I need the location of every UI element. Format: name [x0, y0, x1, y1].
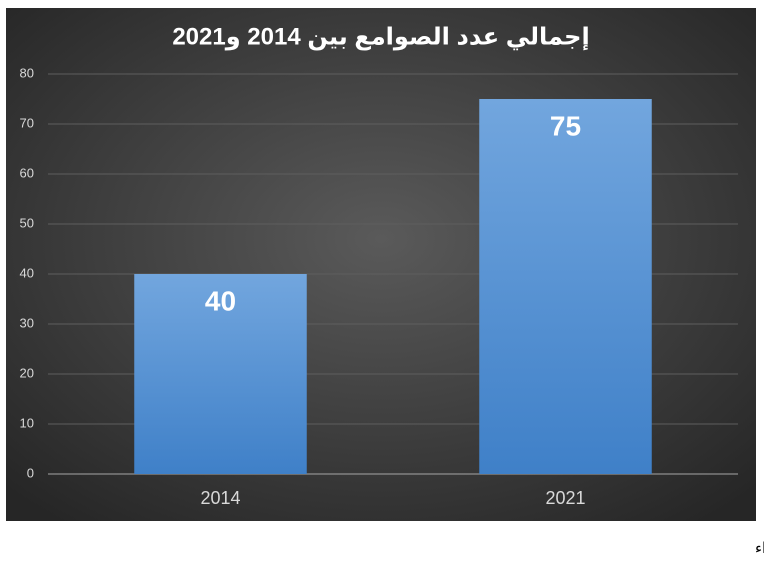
y-tick-label: 60 [20, 165, 34, 180]
x-tick-label: 2021 [545, 488, 585, 508]
source-note: المصدر: المركز الإعلامي – رئاسة مجلس الو… [755, 540, 764, 558]
data-label: 75 [550, 110, 581, 141]
bar [479, 99, 652, 474]
y-tick-label: 50 [20, 215, 34, 230]
y-tick-label: 70 [20, 115, 34, 130]
bar [134, 274, 307, 474]
y-tick-label: 80 [20, 65, 34, 80]
y-tick-label: 10 [20, 415, 34, 430]
y-tick-label: 30 [20, 315, 34, 330]
y-tick-label: 40 [20, 265, 34, 280]
y-tick-label: 0 [27, 465, 34, 480]
data-label: 40 [205, 285, 236, 316]
y-tick-label: 20 [20, 365, 34, 380]
chart-title: إجمالي عدد الصوامع بين 2014 و2021 [172, 23, 589, 50]
x-tick-label: 2014 [200, 488, 240, 508]
